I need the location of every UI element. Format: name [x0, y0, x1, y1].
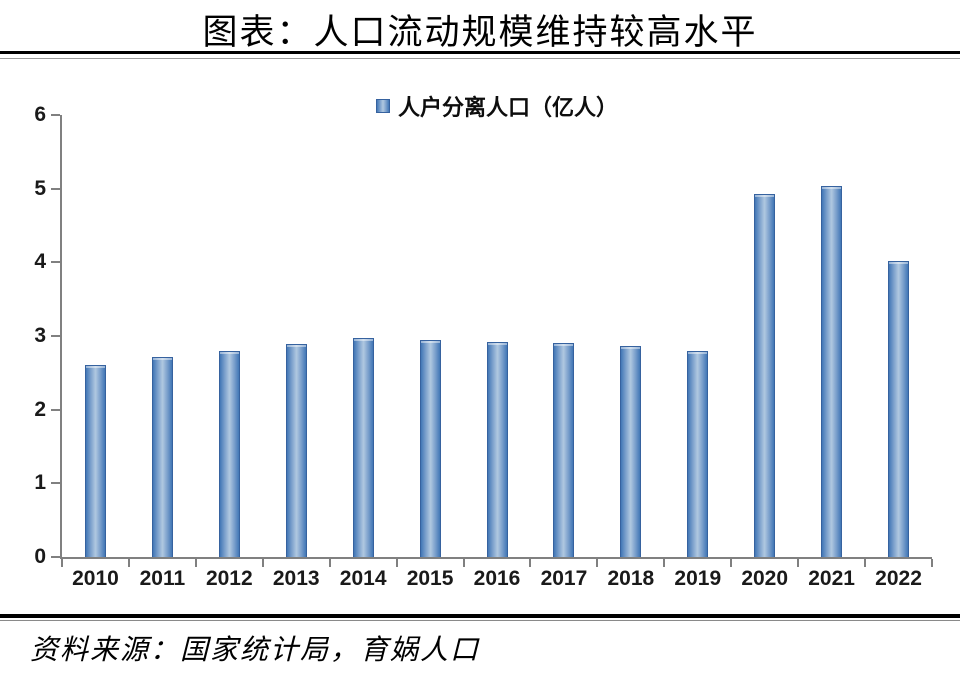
x-axis-line: [60, 557, 932, 559]
x-axis-label: 2021: [808, 567, 855, 590]
y-axis-label: 1: [34, 471, 46, 495]
bar-2019: [687, 350, 709, 557]
x-axis-tick: [127, 559, 130, 567]
bar-2022: [888, 260, 910, 557]
x-axis-label: 2010: [72, 567, 119, 590]
chart-legend: 人户分离人口（亿人）: [62, 90, 932, 122]
bar-2015: [419, 340, 441, 557]
bar-2017: [553, 342, 575, 557]
bar-2021: [821, 185, 843, 557]
x-axis-label: 2012: [205, 567, 253, 590]
y-axis-tick: [51, 261, 60, 264]
bottom-divider-thick: [0, 614, 960, 618]
x-axis-tick: [797, 559, 800, 567]
y-axis-label: 4: [34, 250, 46, 274]
x-axis-label: 2015: [406, 567, 454, 590]
x-axis-label: 2011: [139, 567, 186, 590]
y-axis-tick: [51, 408, 60, 411]
bar-2014: [352, 338, 374, 557]
top-divider-thin: [0, 58, 960, 59]
y-axis-line: [60, 115, 62, 559]
y-axis-label: 3: [34, 324, 46, 347]
x-axis-tick: [395, 559, 398, 567]
bar-2012: [218, 351, 240, 557]
y-axis-tick: [51, 556, 60, 558]
bar-chart-plot-area: 0 1 2 3 4 5 6 2010 2011 2012 2013 2014 2015 2016 2017 2…: [34, 103, 933, 590]
x-axis-label: 2018: [607, 567, 655, 590]
bar-2011: [151, 357, 173, 557]
bar-2010: [84, 364, 106, 557]
legend-label: 人户分离人口（亿人）: [397, 95, 618, 120]
source-note: 资料来源：国家统计局，育娲人口: [30, 633, 481, 666]
x-axis-tick: [931, 559, 933, 567]
bar-2020: [754, 193, 776, 557]
y-axis-label: 5: [34, 176, 46, 200]
x-axis-label: 2019: [674, 567, 722, 590]
x-axis-label: 2016: [473, 567, 521, 590]
bar-2013: [285, 344, 307, 557]
x-axis-tick: [194, 559, 197, 567]
x-axis-label: 2020: [741, 567, 789, 590]
bar-2016: [486, 341, 508, 557]
legend-swatch-icon: [375, 99, 390, 113]
x-axis-tick: [864, 559, 867, 567]
x-axis-tick: [663, 559, 666, 567]
x-axis-label: 2022: [875, 567, 922, 590]
x-axis-tick: [730, 559, 733, 567]
x-axis-tick: [61, 559, 63, 567]
x-axis-label: 2017: [540, 567, 588, 590]
x-axis-tick: [462, 559, 465, 567]
x-axis-tick: [529, 559, 532, 567]
bar-2018: [620, 346, 642, 557]
y-axis-label: 2: [34, 397, 46, 421]
x-axis-label: 2013: [272, 567, 320, 590]
bottom-divider-thin: [0, 620, 960, 621]
x-axis-tick: [328, 559, 331, 567]
x-axis-tick: [596, 559, 599, 567]
y-axis-label: 6: [34, 103, 46, 126]
y-axis-tick: [51, 482, 60, 485]
top-divider-thick: [0, 51, 960, 54]
page-title: 图表：人口流动规模维持较高水平: [202, 13, 758, 53]
x-axis-tick: [261, 559, 264, 567]
y-axis-tick: [51, 187, 60, 190]
x-axis-label: 2014: [339, 567, 387, 590]
y-axis-label: 0: [34, 545, 46, 568]
y-axis-tick: [51, 335, 60, 337]
y-axis-tick: [51, 114, 60, 116]
